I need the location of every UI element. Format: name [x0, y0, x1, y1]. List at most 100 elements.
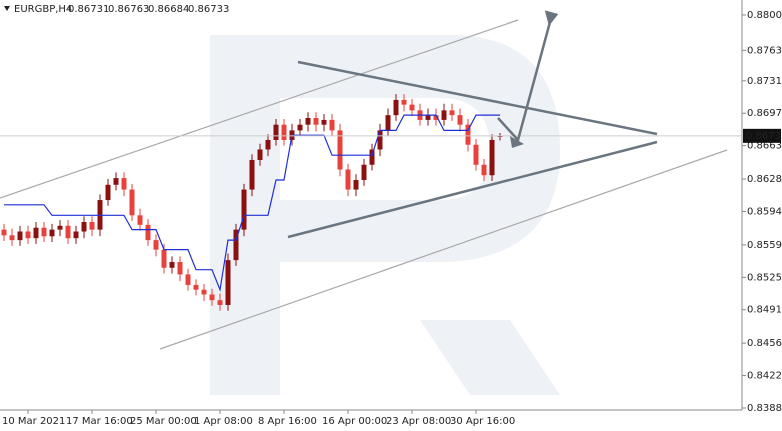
candle-body	[201, 289, 207, 295]
candle-body	[377, 130, 383, 150]
x-tick-label: 16 Apr 00:00	[322, 416, 387, 427]
candle-body	[121, 178, 127, 190]
candle-body	[25, 231, 31, 239]
forecast-arrow	[497, 21, 552, 143]
candle-body	[233, 229, 239, 261]
x-tick-label: 25 Mar 00:00	[130, 416, 197, 427]
collapse-icon	[4, 6, 10, 11]
candle-body	[297, 124, 303, 131]
candle-body	[81, 221, 87, 232]
candle-body	[433, 115, 439, 120]
candle-body	[305, 118, 311, 125]
symbol: EURGBP,H4	[14, 4, 72, 15]
candle-body	[361, 164, 367, 181]
candle-body	[337, 130, 343, 170]
candle-body	[369, 149, 375, 165]
candle-body	[449, 110, 455, 116]
candle-body	[145, 224, 151, 241]
ohlc-low: 0.86684	[148, 4, 189, 15]
last-price: 0.86733	[746, 131, 782, 142]
channel-lower	[159, 149, 728, 350]
candle-body	[481, 164, 487, 176]
candle-body	[473, 144, 479, 165]
candle-body	[249, 159, 255, 190]
ohlc-high: 0.86763	[108, 4, 149, 15]
candle-body	[273, 124, 279, 140]
candle-body	[217, 300, 223, 305]
x-tick-label: 17 Mar 16:00	[66, 416, 133, 427]
candle-body	[153, 240, 159, 250]
candle-body	[177, 262, 183, 275]
candle-body	[425, 115, 431, 120]
candle-body	[137, 215, 143, 225]
x-tick-label: 8 Apr 16:00	[258, 416, 317, 427]
candle-body	[169, 262, 175, 268]
candle-body	[73, 231, 79, 239]
candle-body	[465, 124, 471, 145]
candle-body	[457, 115, 463, 125]
x-tick-label: 10 Mar 2021	[2, 416, 65, 427]
triangle	[287, 21, 658, 239]
arrow-head	[544, 10, 559, 26]
candle-body	[385, 115, 391, 131]
candle-body	[241, 189, 247, 230]
candle-body	[65, 225, 71, 239]
drawings	[0, 19, 728, 350]
candle-body	[441, 110, 447, 120]
candle-body	[89, 221, 95, 230]
series-layer	[0, 94, 742, 311]
candle-body	[129, 189, 135, 216]
candle-body	[185, 274, 191, 285]
kijun-line	[4, 114, 500, 292]
candle-body	[33, 227, 39, 239]
candle-body	[329, 119, 335, 131]
candle-body	[161, 249, 167, 268]
candle-body	[401, 99, 407, 105]
candle-body	[17, 231, 23, 241]
candle-body	[1, 229, 7, 236]
x-tick-label: 30 Apr 16:00	[450, 416, 515, 427]
candle-body	[193, 284, 199, 290]
y-tick-label: 0.83880	[747, 403, 782, 414]
arrow-head	[510, 136, 524, 148]
channel-upper	[0, 19, 519, 199]
candle-body	[225, 260, 231, 305]
candle-body	[393, 99, 399, 116]
candle-body	[353, 180, 359, 190]
candle-body	[49, 229, 55, 237]
candle-body	[57, 225, 63, 230]
candle-body	[281, 124, 287, 140]
candle-body	[105, 184, 111, 201]
candle-body	[9, 235, 15, 241]
candle-body	[209, 294, 215, 301]
triangle-upper	[297, 60, 658, 136]
candle-body	[345, 169, 351, 190]
candle-body	[265, 139, 271, 150]
ohlc-open: 0.86731	[68, 4, 109, 15]
candle-body	[257, 149, 263, 160]
x-tick-label: 1 Apr 08:00	[194, 416, 253, 427]
candle-body	[321, 119, 327, 125]
candle-body	[409, 104, 415, 111]
triangle-lower	[287, 140, 658, 239]
ohlc-close: 0.86733	[188, 4, 229, 15]
x-tick-label: 23 Apr 08:00	[386, 416, 451, 427]
candle-body	[113, 178, 119, 185]
candle-body	[313, 118, 319, 125]
candle-body	[41, 227, 47, 237]
